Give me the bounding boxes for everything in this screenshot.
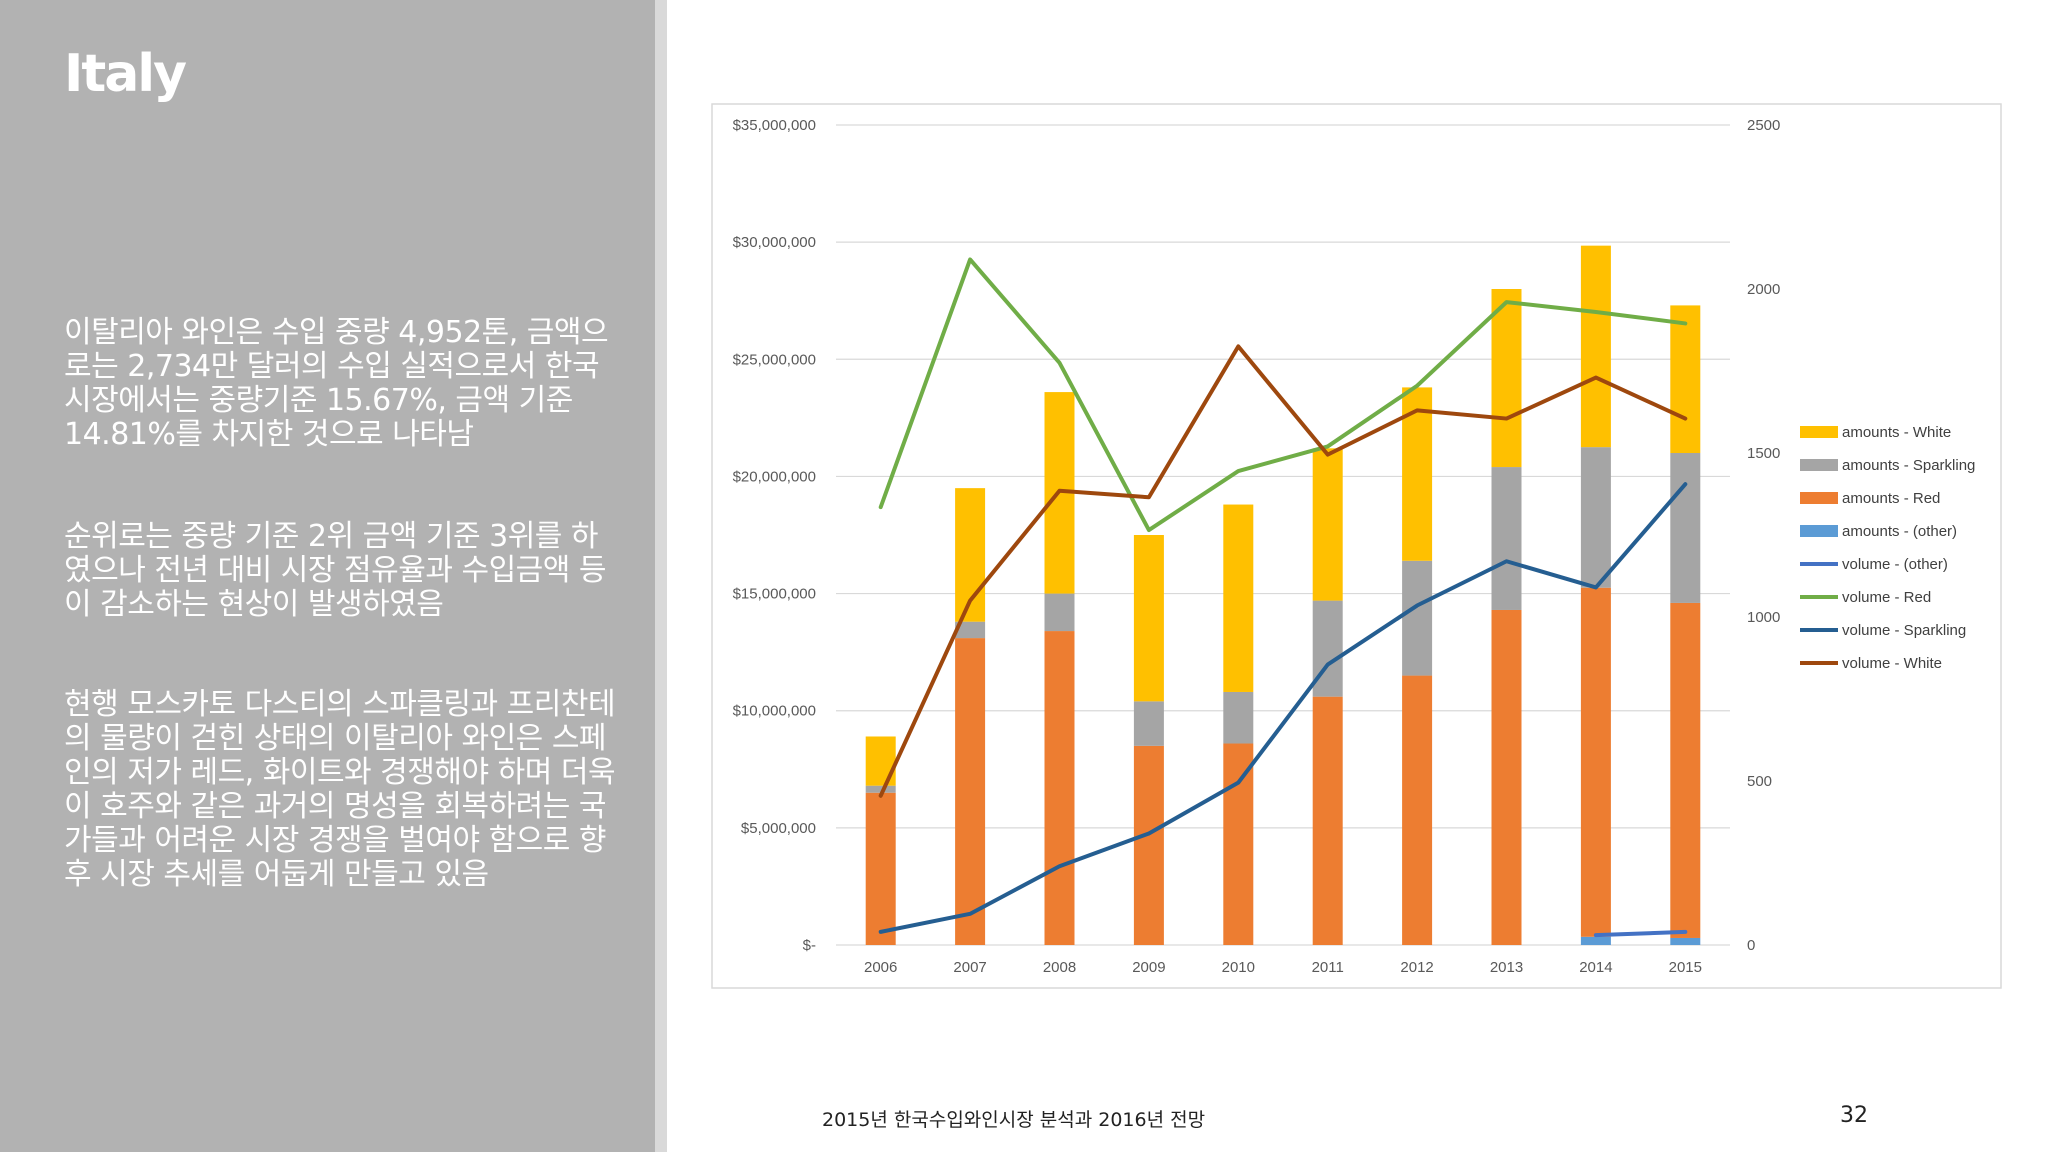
- x-tick-label: 2015: [1669, 959, 1702, 976]
- panel-divider: [655, 0, 667, 1152]
- line-volume-white: [878, 344, 1688, 798]
- legend-label-volume-white: volume - White: [1842, 655, 1942, 672]
- legend-swatch-amounts-sparkling: [1800, 459, 1838, 471]
- y-tick-label: $25,000,000: [733, 351, 816, 368]
- paragraph-ranking: 순위로는 중량 기준 2위 금액 기준 3위를 하였으나 전년 대비 시장 점유…: [64, 519, 607, 622]
- line-volume-red: [878, 257, 1688, 533]
- x-tick-label: 2009: [1132, 959, 1165, 976]
- y-tick-label: $5,000,000: [741, 820, 816, 837]
- x-tick-label: 2011: [1312, 959, 1344, 976]
- x-tick-label: 2010: [1222, 959, 1255, 976]
- slide-title: Italy: [64, 44, 187, 104]
- bar-amounts-other-2015: [1670, 937, 1701, 945]
- bar-amounts-sparkling-2008: [1044, 593, 1075, 632]
- y2-tick-label: 0: [1747, 937, 1755, 954]
- x-tick-label: 2006: [864, 959, 897, 976]
- bar-amounts-white-2010: [1223, 504, 1254, 692]
- x-tick-label: 2012: [1400, 959, 1433, 976]
- legend-label-amounts-other: amounts - (other): [1842, 523, 1957, 540]
- y-tick-label: $-: [803, 937, 816, 954]
- bar-amounts-white-2015: [1670, 305, 1701, 453]
- line-volume-other: [1593, 929, 1688, 938]
- line-volume-sparkling: [878, 482, 1688, 934]
- bar-amounts-other-2014: [1580, 936, 1611, 945]
- legend-label-volume-sparkling: volume - Sparkling: [1842, 622, 1966, 639]
- legend-label-amounts-white: amounts - White: [1842, 424, 1951, 441]
- legend-swatch-amounts-other: [1800, 525, 1838, 537]
- line-series-group: [878, 257, 1688, 938]
- y2-tick-label: 1500: [1747, 445, 1780, 462]
- y2-tick-label: 2000: [1747, 281, 1780, 298]
- bar-amounts-sparkling-2013: [1491, 467, 1522, 610]
- bar-amounts-sparkling-2007: [955, 621, 986, 639]
- footer-caption: 2015년 한국수입와인시장 분석과 2016년 전망: [822, 1109, 1206, 1131]
- legend-label-amounts-red: amounts - Red: [1842, 490, 1940, 507]
- left-text-panel: [0, 0, 655, 1152]
- y-tick-label: $30,000,000: [733, 234, 816, 251]
- x-tick-label: 2014: [1579, 959, 1612, 976]
- axis-labels: $- $5,000,000 $10,000,000 $15,000,000 $20,00…: [733, 117, 1781, 976]
- bar-series-group: [865, 245, 1701, 945]
- bar-amounts-sparkling-2009: [1133, 701, 1164, 746]
- chart-legend: amounts - White amounts - Sparkling amount…: [1800, 424, 1975, 672]
- bar-amounts-red-2012: [1402, 675, 1433, 945]
- bar-amounts-sparkling-2006: [865, 785, 896, 793]
- legend-label-amounts-sparkling: amounts - Sparkling: [1842, 457, 1975, 474]
- bar-amounts-white-2014: [1580, 245, 1611, 448]
- bar-amounts-red-2014: [1580, 587, 1611, 937]
- y-tick-label: $35,000,000: [733, 117, 816, 134]
- legend-label-volume-red: volume - Red: [1842, 589, 1931, 606]
- bar-amounts-red-2015: [1670, 602, 1701, 938]
- x-tick-label: 2007: [953, 959, 986, 976]
- bar-amounts-white-2011: [1312, 448, 1343, 601]
- bar-amounts-white-2013: [1491, 289, 1522, 468]
- bar-amounts-sparkling-2014: [1580, 447, 1611, 588]
- bar-amounts-red-2013: [1491, 609, 1522, 945]
- page-number: 32: [1840, 1103, 1868, 1128]
- y2-tick-label: 1000: [1747, 609, 1780, 626]
- bar-amounts-sparkling-2011: [1312, 600, 1343, 697]
- bar-amounts-sparkling-2015: [1670, 453, 1701, 603]
- paragraph-import-summary: 이탈리아 와인은 수입 중량 4,952톤, 금액으로는 2,734만 달러의 …: [64, 315, 609, 452]
- legend-swatch-amounts-white: [1800, 426, 1838, 438]
- y-tick-label: $10,000,000: [733, 703, 816, 720]
- bar-amounts-white-2009: [1133, 535, 1164, 702]
- legend-swatch-amounts-red: [1800, 492, 1838, 504]
- y-tick-label: $20,000,000: [733, 468, 816, 485]
- legend-label-volume-other: volume - (other): [1842, 556, 1948, 573]
- bar-amounts-red-2008: [1044, 631, 1075, 945]
- y2-tick-label: 2500: [1747, 117, 1780, 134]
- bar-amounts-white-2006: [865, 736, 896, 786]
- x-tick-label: 2013: [1490, 959, 1523, 976]
- bar-amounts-red-2007: [955, 638, 986, 945]
- y2-tick-label: 500: [1747, 773, 1772, 790]
- y-tick-label: $15,000,000: [733, 586, 816, 603]
- paragraph-outlook: 현행 모스카토 다스티의 스파클링과 프리찬테의 물량이 걷힌 상태의 이탈리아…: [64, 687, 616, 892]
- bar-amounts-sparkling-2010: [1223, 691, 1254, 744]
- bar-amounts-sparkling-2012: [1402, 560, 1433, 676]
- x-tick-label: 2008: [1043, 959, 1076, 976]
- bar-amounts-red-2011: [1312, 696, 1343, 945]
- chart-frame: [711, 103, 2002, 989]
- bar-amounts-red-2010: [1223, 743, 1254, 945]
- bar-amounts-red-2009: [1133, 745, 1164, 945]
- bar-amounts-red-2006: [865, 792, 896, 945]
